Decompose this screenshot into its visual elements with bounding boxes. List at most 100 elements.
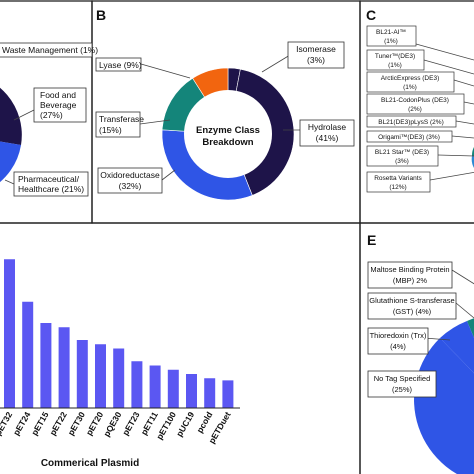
panel-d-bar-pet20 xyxy=(95,344,106,408)
panel-b-label-lyase: Lyase (9%) xyxy=(99,60,142,70)
panel-c-leader-1 xyxy=(423,59,474,75)
panel-c-label-6-line-0: BL21 Star™ (DE3) xyxy=(375,149,429,156)
panel-b-label-isomerase-line-0: Isomerase xyxy=(296,44,336,54)
panel-c-leader-7 xyxy=(429,171,474,181)
panel-a-label-box-1 xyxy=(33,87,87,123)
panel-c-leader-6 xyxy=(437,154,474,157)
panel-a-label-2-line-1: Healthcare (21%) xyxy=(18,184,84,194)
panel-c-label-7-line-0: Rosetta Variants xyxy=(374,175,422,182)
panel-d-bar-pet100 xyxy=(167,369,179,408)
panel-a-leader-2 xyxy=(13,109,35,121)
panel-c-label-3-line-1: (2%) xyxy=(408,106,422,113)
panel-c-leader-4 xyxy=(455,120,474,125)
panel-d-bar-pet30 xyxy=(76,340,88,408)
panel-d-xlabel: Commerical Plasmid xyxy=(41,458,139,469)
panel-b-label-transferase-line-1: (15%) xyxy=(99,125,122,135)
panel-b-label-box-transferase xyxy=(95,111,141,138)
panel-b-label-box-lyase xyxy=(95,57,142,72)
panel-c-label-box-2 xyxy=(366,71,455,93)
panel-a-label-box-0 xyxy=(0,42,93,58)
panel-c-label-box-6 xyxy=(366,145,439,167)
panel-e-label-box-0 xyxy=(367,261,453,289)
panel-d-tick-label-puc19: pUC19 xyxy=(174,410,196,439)
panel-c-label-box-3 xyxy=(366,93,465,115)
panel-d: pET32pET24pET15pET22pET30pET20pQE30pET23… xyxy=(0,259,240,469)
panel-c-label-7-line-1: (12%) xyxy=(389,184,406,191)
panel-c-label-6-line-1: (3%) xyxy=(395,158,409,165)
panel-d-bar-pet23 xyxy=(131,361,143,408)
panel-c-label-1-line-1: (1%) xyxy=(388,62,402,69)
panel-d-tick-labels: pET32pET24pET15pET22pET30pET20pQE30pET23… xyxy=(0,410,233,446)
panel-b-label-box-hydrolase xyxy=(299,119,355,147)
panel-c-label-5: Origami™(DE3) (3%) xyxy=(378,134,440,141)
panel-b-label-hydrolase-line-0: Hydrolase xyxy=(308,122,347,132)
panel-b: B Enzyme Class Breakdown Lyase (9%) Isom… xyxy=(95,7,355,201)
panel-e-pie-slice-blue xyxy=(440,321,474,374)
panel-a: Waste Management (1%) Food and Beverage … xyxy=(0,42,98,197)
panel-b-label-oxidoreductase-line-0: Oxidoreductase xyxy=(100,170,160,180)
panel-c-pie-slice-teal xyxy=(471,147,474,157)
panel-d-bar-pqe30 xyxy=(113,348,125,408)
panel-c-label-3-line-0: BL21-CodonPlus (DE3) xyxy=(381,97,449,104)
panel-e-label-0-line-0: Maltose Binding Protein xyxy=(370,265,449,274)
panel-e: E Maltose Binding Protein (MBP) 2% Gluta… xyxy=(367,232,474,474)
panel-e-letter: E xyxy=(367,232,376,248)
panel-b-leader-isomerase xyxy=(261,54,291,73)
panel-e-border xyxy=(359,222,474,474)
panel-b-letter: B xyxy=(96,7,106,23)
panel-c-label-0-line-0: BL21-AI™ xyxy=(376,29,406,36)
panel-e-leader-1 xyxy=(455,302,474,319)
panel-d-bar-pet32 xyxy=(4,259,15,408)
panel-c-label-box-1 xyxy=(366,49,425,71)
panel-c-label-1-line-0: Tuner™(DE3) xyxy=(375,53,415,60)
panel-d-bar-pet22 xyxy=(58,327,70,408)
panel-d-bars xyxy=(4,259,234,408)
panel-e-label-1-line-0: Glutathione S-transferase xyxy=(369,296,454,305)
panel-d-tick-label-pet23: pET23 xyxy=(120,410,142,437)
panel-c-label-box-4 xyxy=(366,115,457,128)
panel-c-leader-3 xyxy=(463,101,474,105)
panel-b-donut-hole xyxy=(184,90,272,178)
panel-d-bar-petduet xyxy=(222,380,234,408)
panel-b-label-box-isomerase xyxy=(287,41,345,69)
panel-e-leader-0 xyxy=(451,269,474,285)
panel-e-label-0-line-1: (MBP) 2% xyxy=(393,276,428,285)
panel-c-label-box-7 xyxy=(366,171,431,193)
panel-c-leader-5 xyxy=(451,135,474,139)
panel-c-label-box-5 xyxy=(366,130,453,143)
panel-c-label-0-line-1: (1%) xyxy=(384,38,398,45)
panel-d-bar-pcold xyxy=(204,378,216,408)
panel-c-pie-slice-blue xyxy=(471,156,474,168)
panel-a-label-1-line-1: Beverage xyxy=(40,100,77,110)
panel-b-center-label-line-0: Enzyme Class xyxy=(196,125,260,136)
panel-b-center-label-line-1: Breakdown xyxy=(202,137,253,148)
panel-c-label-2-line-0: ArcticExpress (DE3) xyxy=(381,75,440,82)
panel-e-label-box-3 xyxy=(367,370,437,398)
panel-d-bar-pet11 xyxy=(149,365,161,408)
panel-c-leader-2 xyxy=(453,79,474,87)
panel-a-label-1-line-0: Food and xyxy=(40,90,76,100)
panel-b-leader-lyase xyxy=(140,63,191,79)
panel-c-label-2-line-1: (1%) xyxy=(403,84,417,91)
panel-b-leader-oxidoreductase xyxy=(161,169,176,181)
panel-c-label-box-0 xyxy=(366,25,417,47)
panel-b-label-oxidoreductase-line-1: (32%) xyxy=(119,181,142,191)
panel-d-bar-pet15 xyxy=(40,323,52,408)
panel-c: C BL21-AI™ (1%) Tuner™(DE3) (1%) ArcticE… xyxy=(366,7,474,193)
panel-b-leader-transferase xyxy=(139,119,171,125)
panel-e-pie-slice-teal xyxy=(467,318,474,338)
panel-e-label-2-line-0: Thioredoxin (Trx) xyxy=(370,331,427,340)
panel-e-label-box-2 xyxy=(367,327,429,355)
panel-c-letter: C xyxy=(366,7,376,23)
panel-a-leader-3 xyxy=(4,179,15,185)
panel-b-label-isomerase-line-1: (3%) xyxy=(307,55,325,65)
panel-a-label-2-line-0: Pharmaceutical/ xyxy=(18,174,80,184)
panel-d-bar-pet24 xyxy=(22,301,34,408)
panel-d-tick-label-pqe30: pQE30 xyxy=(101,410,123,439)
panel-a-label-box-2 xyxy=(13,171,89,197)
panel-c-label-4: BL21(DE3)pLysS (2%) xyxy=(378,119,444,126)
panel-c-leader-0 xyxy=(415,43,474,61)
panel-e-label-3-line-1: (25%) xyxy=(392,385,413,394)
panel-b-label-hydrolase-line-1: (41%) xyxy=(316,133,339,143)
